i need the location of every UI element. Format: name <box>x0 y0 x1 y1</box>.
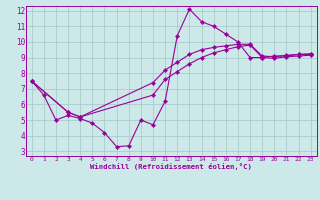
X-axis label: Windchill (Refroidissement éolien,°C): Windchill (Refroidissement éolien,°C) <box>90 163 252 170</box>
